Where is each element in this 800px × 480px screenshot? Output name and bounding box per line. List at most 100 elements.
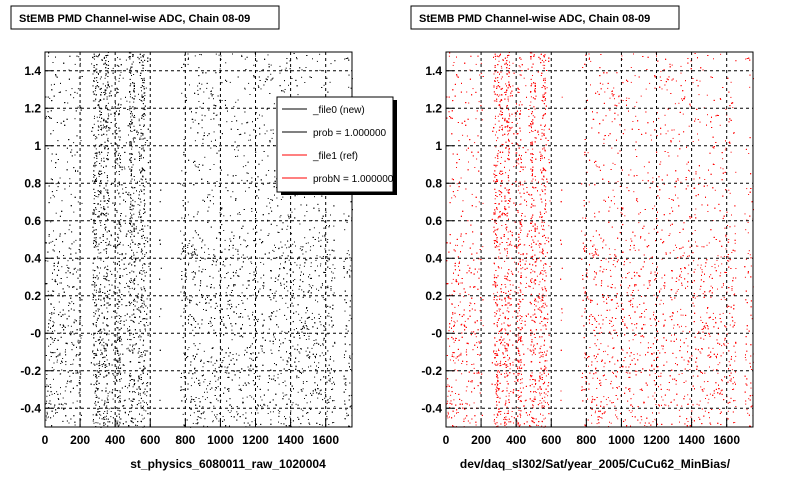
- data-point: [135, 275, 137, 277]
- title-box: [10, 5, 280, 30]
- data-point: [80, 337, 82, 339]
- data-point: [190, 385, 192, 387]
- data-point: [139, 392, 141, 394]
- data-point: [273, 336, 275, 338]
- data-point: [245, 190, 246, 192]
- data-point: [94, 333, 96, 335]
- data-point: [251, 262, 253, 264]
- data-point: [324, 221, 326, 223]
- data-point: [334, 268, 336, 269]
- data-point: [116, 264, 118, 265]
- data-point: [131, 418, 132, 419]
- data-point: [130, 71, 132, 73]
- data-point: [77, 269, 79, 271]
- data-point: [305, 67, 307, 68]
- data-point: [117, 337, 119, 339]
- data-point: [107, 113, 109, 115]
- data-point: [98, 314, 100, 316]
- data-point: [102, 127, 104, 129]
- data-point: [329, 254, 331, 256]
- data-point: [269, 202, 271, 204]
- data-point: [226, 287, 228, 289]
- data-point: [70, 325, 72, 327]
- data-point: [104, 148, 106, 150]
- data-point: [302, 388, 304, 390]
- data-point: [232, 53, 233, 55]
- data-point: [296, 377, 298, 379]
- data-point: [230, 410, 232, 412]
- data-point: [343, 357, 345, 358]
- data-point: [108, 230, 110, 232]
- data-point: [261, 406, 263, 408]
- data-point: [219, 339, 221, 341]
- data-point: [309, 423, 311, 425]
- data-point: [145, 142, 147, 143]
- data-point: [137, 244, 139, 246]
- data-point: [118, 367, 120, 369]
- data-point: [73, 359, 75, 361]
- data-point: [285, 385, 287, 387]
- data-point: [119, 401, 121, 403]
- data-point: [92, 274, 94, 276]
- data-point: [140, 157, 142, 159]
- data-point: [139, 271, 141, 273]
- data-point: [116, 407, 118, 409]
- data-point: [52, 62, 54, 63]
- data-point: [129, 229, 131, 231]
- data-point: [318, 232, 320, 234]
- data-point: [145, 240, 147, 241]
- data-point: [297, 391, 299, 393]
- data-point: [143, 302, 145, 304]
- data-point: [133, 139, 134, 141]
- data-point: [308, 366, 309, 368]
- data-point: [212, 421, 214, 423]
- data-point: [280, 199, 282, 200]
- data-point: [278, 421, 279, 423]
- data-point: [141, 170, 143, 172]
- data-point: [104, 356, 106, 358]
- data-point: [126, 274, 128, 275]
- data-point: [118, 315, 120, 317]
- data-point: [127, 387, 129, 389]
- data-point: [234, 149, 236, 151]
- data-point: [270, 349, 272, 351]
- data-point: [269, 318, 271, 320]
- data-point: [270, 259, 272, 261]
- data-point: [50, 343, 52, 345]
- data-point: [101, 407, 103, 409]
- data-point: [56, 361, 58, 363]
- data-point: [128, 52, 130, 54]
- data-point: [345, 389, 347, 390]
- data-point: [79, 62, 81, 64]
- data-point: [346, 412, 348, 414]
- data-point: [194, 401, 196, 402]
- data-point: [274, 244, 275, 246]
- data-point: [349, 265, 351, 267]
- data-point: [99, 406, 100, 408]
- data-point: [132, 320, 134, 322]
- data-point: [106, 272, 108, 274]
- data-point: [298, 256, 300, 258]
- data-point: [279, 65, 281, 67]
- data-point: [299, 256, 301, 258]
- data-point: [69, 303, 71, 305]
- data-point: [97, 258, 99, 260]
- data-point: [129, 143, 131, 145]
- data-point: [119, 400, 121, 402]
- data-point: [107, 137, 109, 139]
- data-point: [284, 69, 286, 71]
- data-point: [226, 121, 228, 123]
- data-point: [128, 194, 130, 196]
- data-point: [71, 301, 73, 303]
- data-point: [142, 407, 143, 408]
- data-point: [269, 401, 271, 403]
- data-point: [344, 258, 346, 260]
- data-point: [272, 132, 274, 134]
- data-point: [206, 361, 208, 362]
- data-point: [129, 379, 131, 381]
- data-point: [304, 82, 306, 83]
- data-point: [95, 148, 97, 150]
- data-point: [227, 271, 229, 273]
- data-point: [350, 87, 352, 89]
- data-point: [282, 392, 284, 394]
